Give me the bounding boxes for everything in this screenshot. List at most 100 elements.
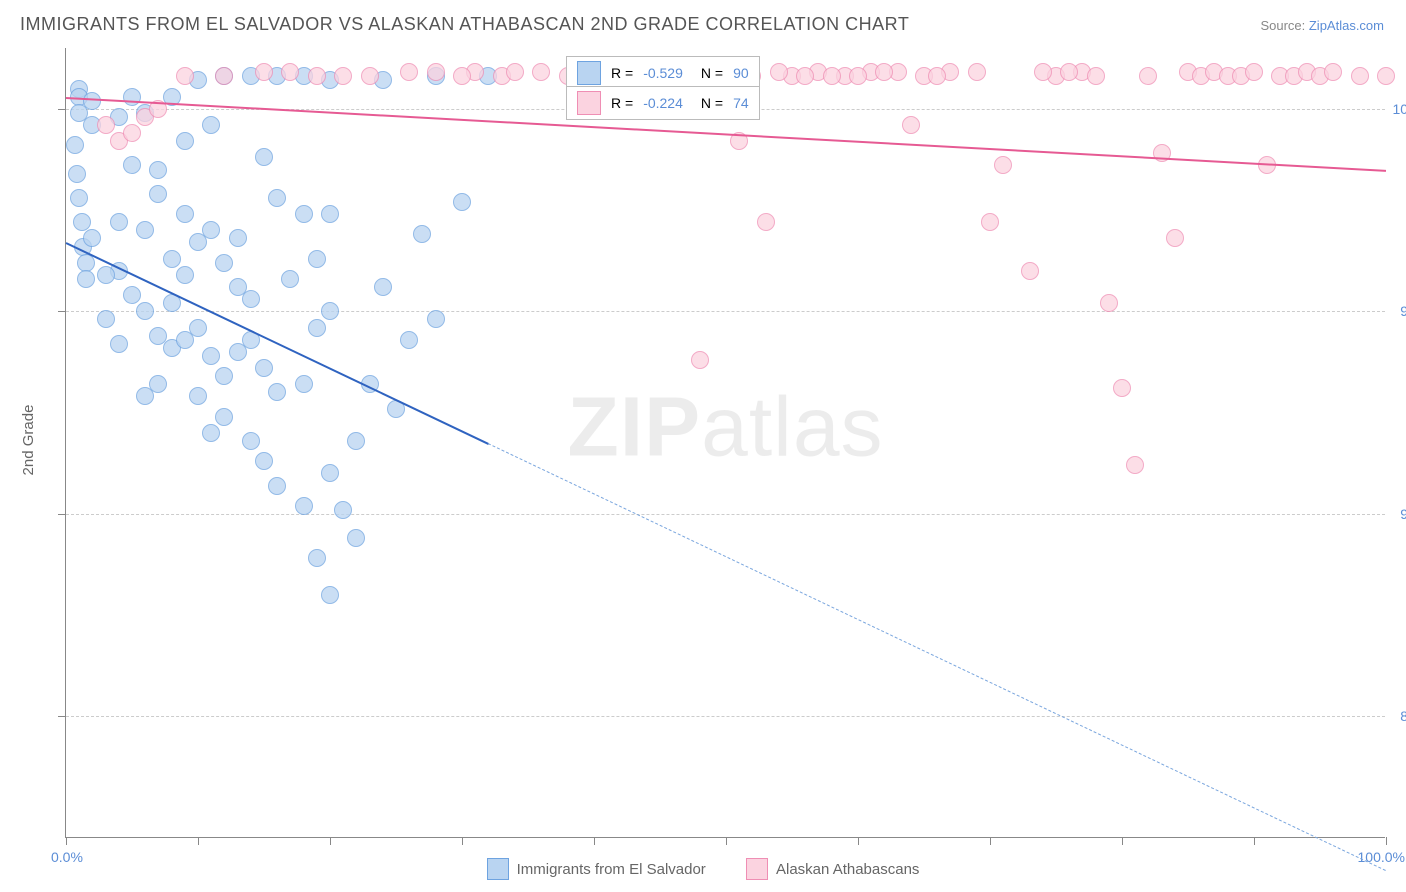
- data-point-pink: [1100, 294, 1118, 312]
- data-point-blue: [400, 331, 418, 349]
- data-point-blue: [83, 229, 101, 247]
- r-label: R =: [611, 95, 633, 111]
- data-point-pink: [1034, 63, 1052, 81]
- y-axis-title: 2nd Grade: [20, 405, 37, 476]
- data-point-blue: [308, 250, 326, 268]
- data-point-pink: [823, 67, 841, 85]
- x-tick: [726, 837, 727, 845]
- data-point-blue: [321, 464, 339, 482]
- data-point-pink: [281, 63, 299, 81]
- data-point-pink: [1113, 379, 1131, 397]
- x-tick: [198, 837, 199, 845]
- y-tick-label: 95.0%: [1400, 303, 1406, 319]
- data-point-blue: [97, 310, 115, 328]
- data-point-blue: [97, 266, 115, 284]
- data-point-blue: [110, 335, 128, 353]
- data-point-blue: [334, 501, 352, 519]
- data-point-blue: [73, 213, 91, 231]
- data-point-blue: [229, 229, 247, 247]
- data-point-pink: [1377, 67, 1395, 85]
- data-point-blue: [149, 161, 167, 179]
- data-point-blue: [149, 375, 167, 393]
- data-point-pink: [176, 67, 194, 85]
- data-point-pink: [1021, 262, 1039, 280]
- x-tick: [462, 837, 463, 845]
- data-point-blue: [255, 148, 273, 166]
- data-point-blue: [268, 189, 286, 207]
- correlation-legend-pink: R = -0.224 N = 74: [566, 86, 760, 120]
- data-point-pink: [875, 63, 893, 81]
- data-point-pink: [691, 351, 709, 369]
- data-point-blue: [295, 375, 313, 393]
- data-point-blue: [295, 205, 313, 223]
- n-value: 90: [733, 65, 749, 81]
- gridline: [66, 514, 1385, 515]
- chart-title: IMMIGRANTS FROM EL SALVADOR VS ALASKAN A…: [20, 14, 909, 35]
- y-tick-label: 100.0%: [1393, 101, 1406, 117]
- data-point-pink: [1139, 67, 1157, 85]
- trend-line: [66, 243, 489, 446]
- data-point-pink: [532, 63, 550, 81]
- data-point-blue: [136, 302, 154, 320]
- x-tick: [1386, 837, 1387, 845]
- r-value: -0.529: [643, 65, 683, 81]
- data-point-pink: [1087, 67, 1105, 85]
- data-point-blue: [321, 205, 339, 223]
- data-point-blue: [242, 290, 260, 308]
- data-point-pink: [770, 63, 788, 81]
- data-point-pink: [968, 63, 986, 81]
- x-tick: [1122, 837, 1123, 845]
- data-point-pink: [1351, 67, 1369, 85]
- data-point-pink: [506, 63, 524, 81]
- data-point-blue: [321, 302, 339, 320]
- data-point-blue: [163, 250, 181, 268]
- data-point-pink: [902, 116, 920, 134]
- data-point-blue: [255, 359, 273, 377]
- x-tick: [1254, 837, 1255, 845]
- r-value: -0.224: [643, 95, 683, 111]
- x-tick: [594, 837, 595, 845]
- y-tick-label: 85.0%: [1400, 708, 1406, 724]
- data-point-blue: [413, 225, 431, 243]
- x-tick: [858, 837, 859, 845]
- data-point-blue: [123, 286, 141, 304]
- data-point-blue: [215, 408, 233, 426]
- data-point-blue: [255, 452, 273, 470]
- legend-item-pink: Alaskan Athabascans: [746, 858, 919, 880]
- bottom-legend: Immigrants from El Salvador Alaskan Atha…: [0, 858, 1406, 884]
- data-point-blue: [189, 319, 207, 337]
- data-point-pink: [796, 67, 814, 85]
- correlation-legend-blue: R = -0.529N = 90: [566, 56, 760, 90]
- data-point-blue: [347, 432, 365, 450]
- trend-line: [488, 443, 1386, 871]
- data-point-blue: [189, 387, 207, 405]
- data-point-pink: [123, 124, 141, 142]
- data-point-blue: [427, 310, 445, 328]
- data-point-pink: [981, 213, 999, 231]
- n-label: N =: [701, 65, 723, 81]
- legend-item-blue: Immigrants from El Salvador: [487, 858, 706, 880]
- source-attribution: Source: ZipAtlas.com: [1260, 18, 1384, 33]
- data-point-blue: [453, 193, 471, 211]
- data-point-blue: [268, 383, 286, 401]
- data-point-blue: [136, 221, 154, 239]
- data-point-blue: [347, 529, 365, 547]
- data-point-blue: [281, 270, 299, 288]
- swatch-pink: [746, 858, 768, 880]
- data-point-blue: [268, 477, 286, 495]
- y-tick-label: 90.0%: [1400, 506, 1406, 522]
- data-point-blue: [374, 278, 392, 296]
- data-point-pink: [255, 63, 273, 81]
- data-point-pink: [1060, 63, 1078, 81]
- data-point-pink: [453, 67, 471, 85]
- n-label: N =: [701, 95, 723, 111]
- data-point-blue: [66, 136, 84, 154]
- x-tick: [330, 837, 331, 845]
- data-point-blue: [202, 221, 220, 239]
- x-tick: [66, 837, 67, 845]
- data-point-pink: [427, 63, 445, 81]
- source-link[interactable]: ZipAtlas.com: [1309, 18, 1384, 33]
- data-point-pink: [334, 67, 352, 85]
- n-value: 74: [733, 95, 749, 111]
- data-point-blue: [202, 116, 220, 134]
